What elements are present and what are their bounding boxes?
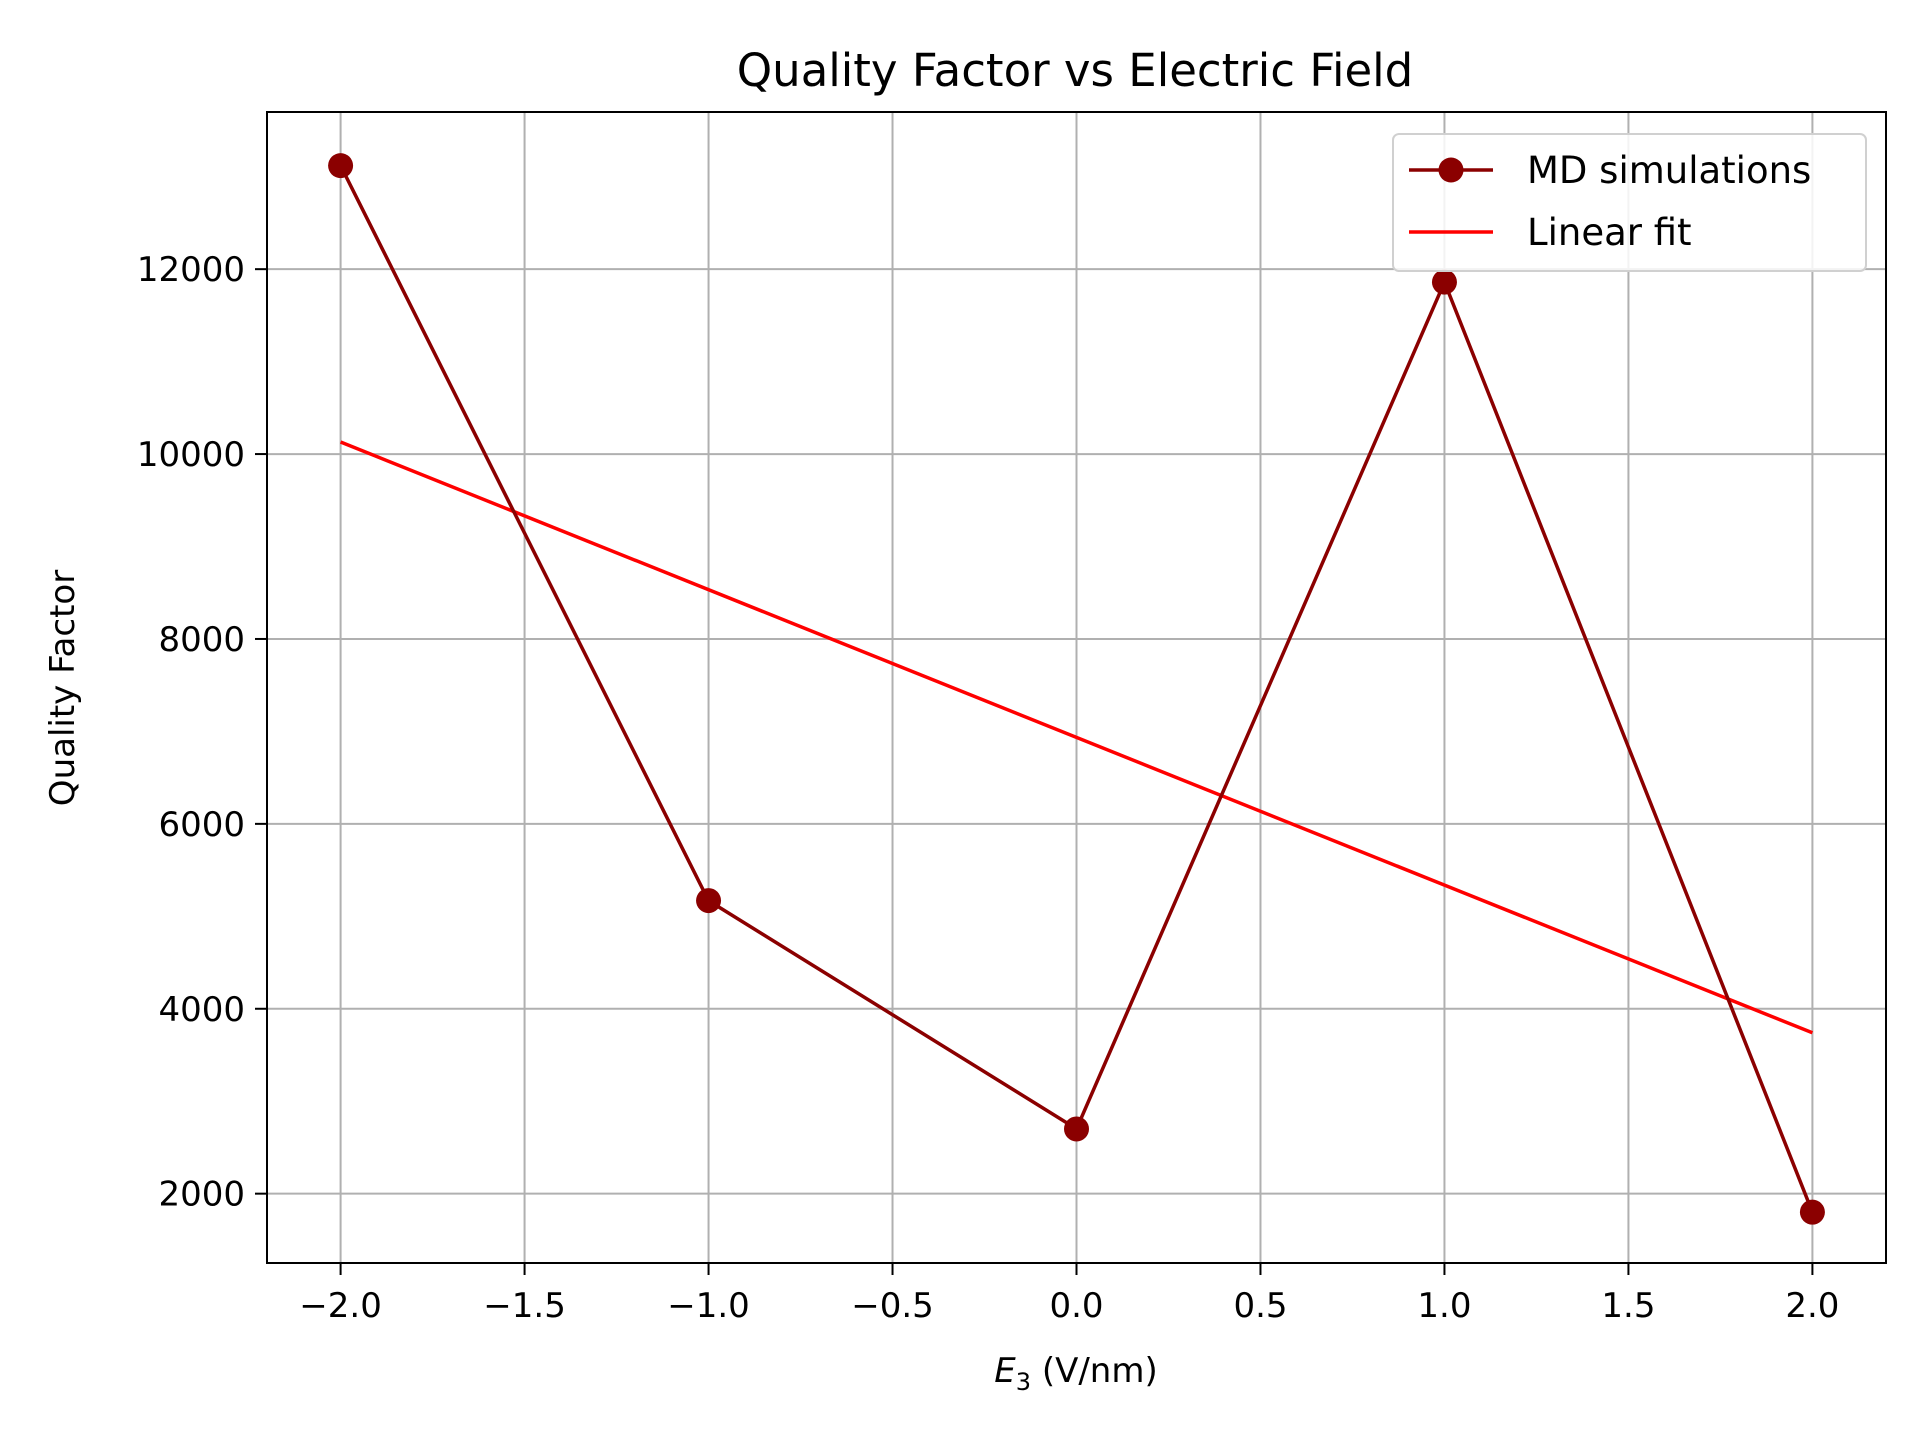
legend-entries: MD simulations Linear fit bbox=[1409, 149, 1811, 254]
y-tick-label: 8000 bbox=[158, 620, 245, 660]
data-point bbox=[328, 153, 354, 179]
y-tick-label: 4000 bbox=[158, 990, 245, 1030]
data-point bbox=[1064, 1116, 1089, 1142]
x-tick-label: −1.5 bbox=[483, 1286, 566, 1326]
x-tick-label: 0.0 bbox=[1049, 1286, 1103, 1326]
y-tick-label: 6000 bbox=[158, 805, 245, 845]
x-tick-label: 1.5 bbox=[1601, 1286, 1655, 1326]
x-tick-label: −2.0 bbox=[299, 1286, 382, 1326]
grid bbox=[267, 112, 1886, 1263]
x-tick-label: 0.5 bbox=[1233, 1286, 1287, 1326]
data-point bbox=[1799, 1199, 1825, 1225]
legend-swatch-marker bbox=[1438, 157, 1464, 183]
x-tick-label: −1.0 bbox=[667, 1286, 750, 1326]
y-tick-label: 10000 bbox=[137, 435, 245, 475]
legend-label: MD simulations bbox=[1527, 149, 1811, 192]
x-tick-label: −0.5 bbox=[851, 1286, 934, 1326]
data-point bbox=[696, 888, 722, 914]
x-tick-label: 1.0 bbox=[1417, 1286, 1471, 1326]
y-tick-label: 12000 bbox=[137, 250, 245, 290]
y-tick-label: 2000 bbox=[158, 1175, 245, 1215]
x-tick-label: 2.0 bbox=[1785, 1286, 1839, 1326]
y-axis-label: Quality Factor bbox=[43, 570, 83, 806]
x-axis-label-unit: (V/nm) bbox=[1031, 1351, 1158, 1391]
series-layer bbox=[328, 153, 1825, 1225]
series-line-linear-fit bbox=[339, 440, 1814, 1035]
ticks: −2.0 −1.5 −1.0 −0.5 0.0 0.5 1.0 1.5 2.0 2000 4000 6… bbox=[137, 250, 1840, 1326]
x-axis-label-subscript: 3 bbox=[1016, 1368, 1031, 1396]
x-axis-label-symbol: E bbox=[994, 1351, 1016, 1391]
data-point bbox=[1431, 269, 1457, 295]
x-axis-label: E3 (V/nm) bbox=[994, 1351, 1158, 1396]
legend-box bbox=[1392, 133, 1867, 272]
legend-label: Linear fit bbox=[1527, 211, 1692, 254]
legend: MD simulations Linear fit bbox=[1392, 133, 1867, 272]
chart-title: Quality Factor vs Electric Field bbox=[737, 44, 1413, 97]
